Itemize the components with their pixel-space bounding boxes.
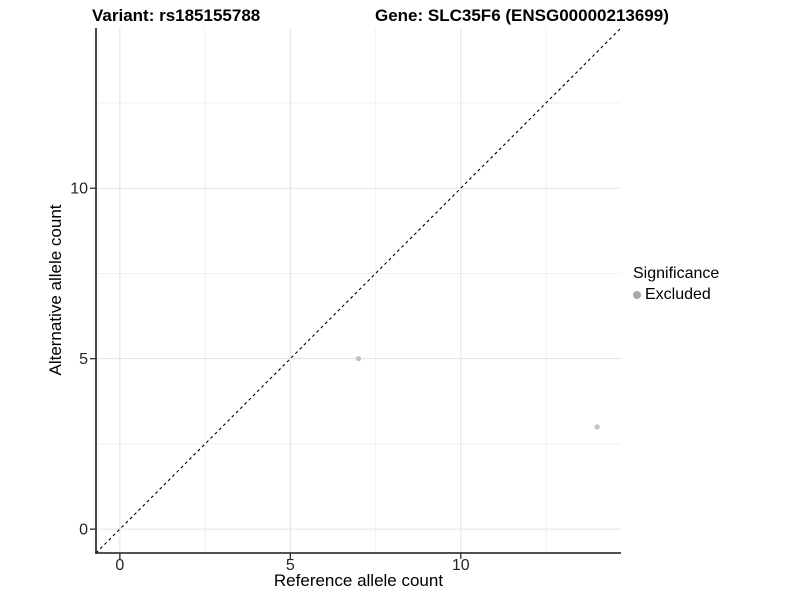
y-tick-label: 5	[79, 351, 88, 368]
x-tick-label: 10	[452, 557, 470, 574]
y-axis-title: Alternative allele count	[46, 204, 65, 376]
variant-title: Variant: rs185155788	[92, 6, 261, 25]
x-tick-label: 0	[115, 557, 124, 574]
data-point	[594, 424, 600, 430]
y-tick-label: 0	[79, 522, 88, 539]
legend: Significance Excluded	[633, 265, 719, 304]
y-tick-label: 10	[70, 181, 88, 198]
legend-title: Significance	[633, 265, 720, 282]
x-axis-title: Reference allele count	[273, 571, 444, 590]
legend-entry-label: Excluded	[645, 286, 711, 303]
gene-title: Gene: SLC35F6 (ENSG00000213699)	[375, 6, 669, 25]
data-point	[355, 356, 362, 362]
x-tick-label: 5	[286, 557, 295, 574]
legend-entry-excluded: Excluded	[633, 286, 719, 304]
legend-point-icon	[633, 291, 641, 299]
identity-line	[95, 27, 622, 554]
